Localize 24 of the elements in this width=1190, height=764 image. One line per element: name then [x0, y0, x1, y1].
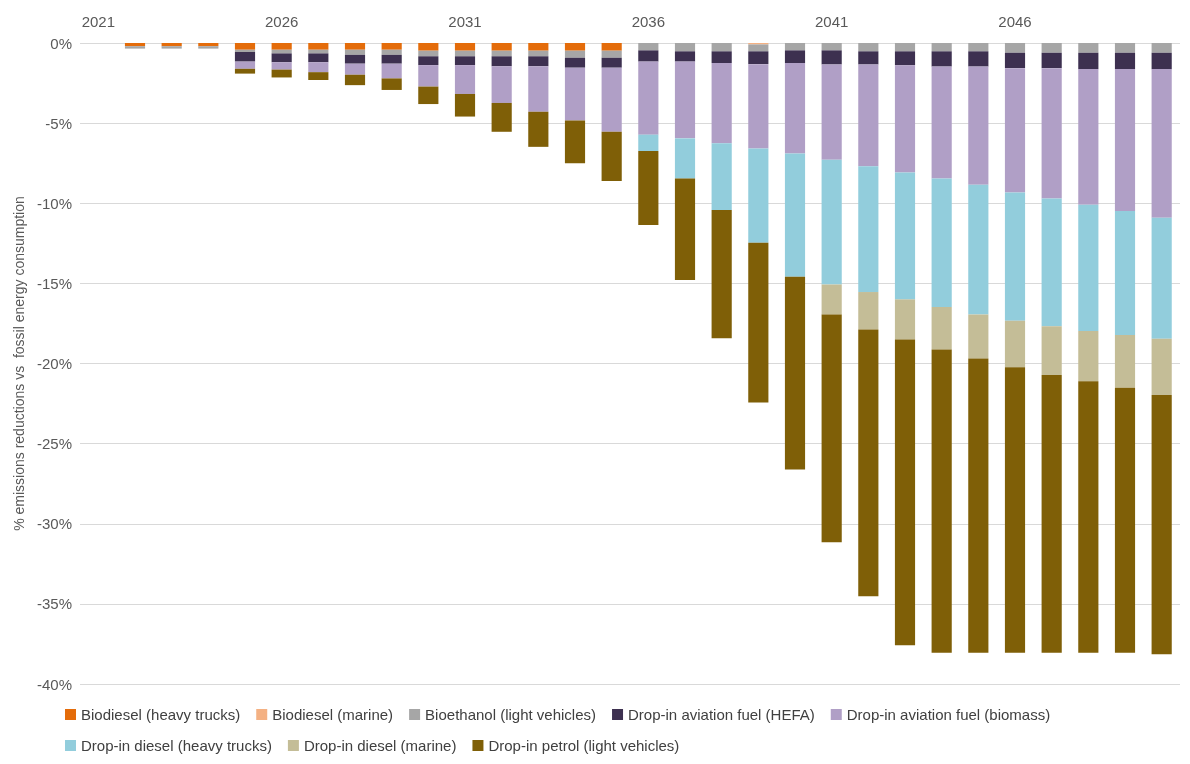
y-tick-label: -30% — [36, 515, 72, 533]
y-tick-label: -10% — [36, 194, 72, 212]
x-tick-label: 2036 — [631, 13, 666, 30]
legend-label: Drop-in diesel (marine) — [303, 737, 457, 754]
y-tick-label: -20% — [36, 355, 72, 372]
x-tick-label: 2041 — [814, 13, 849, 30]
legend-label: Drop-in petrol (light vehicles) — [488, 737, 680, 754]
x-tick-label: 2046 — [998, 13, 1032, 30]
y-tick-label: -5% — [45, 114, 72, 132]
x-tick-label: 2031 — [448, 13, 482, 30]
x-tick-label: 2026 — [264, 13, 299, 30]
legend-label: Biodiesel (marine) — [272, 706, 394, 723]
legend-label: Drop-in aviation fuel (HEFA) — [628, 706, 815, 723]
legend-label: Drop-in aviation fuel (biomass) — [846, 706, 1051, 723]
x-tick-label: 2021 — [81, 13, 116, 30]
y-tick-label: -40% — [36, 675, 72, 693]
y-axis-title: % emissions reductions vs fossil energy consumption — [11, 196, 28, 531]
legend-label: Drop-in diesel (heavy trucks) — [81, 737, 272, 754]
legend-label: Bioethanol (light vehicles) — [425, 706, 597, 723]
legend-label: Biodiesel (heavy trucks) — [81, 706, 241, 723]
y-tick-label: -25% — [36, 435, 72, 453]
y-tick-label: -15% — [36, 274, 72, 292]
y-tick-label: -35% — [36, 595, 72, 613]
y-tick-label: 0% — [50, 34, 72, 52]
